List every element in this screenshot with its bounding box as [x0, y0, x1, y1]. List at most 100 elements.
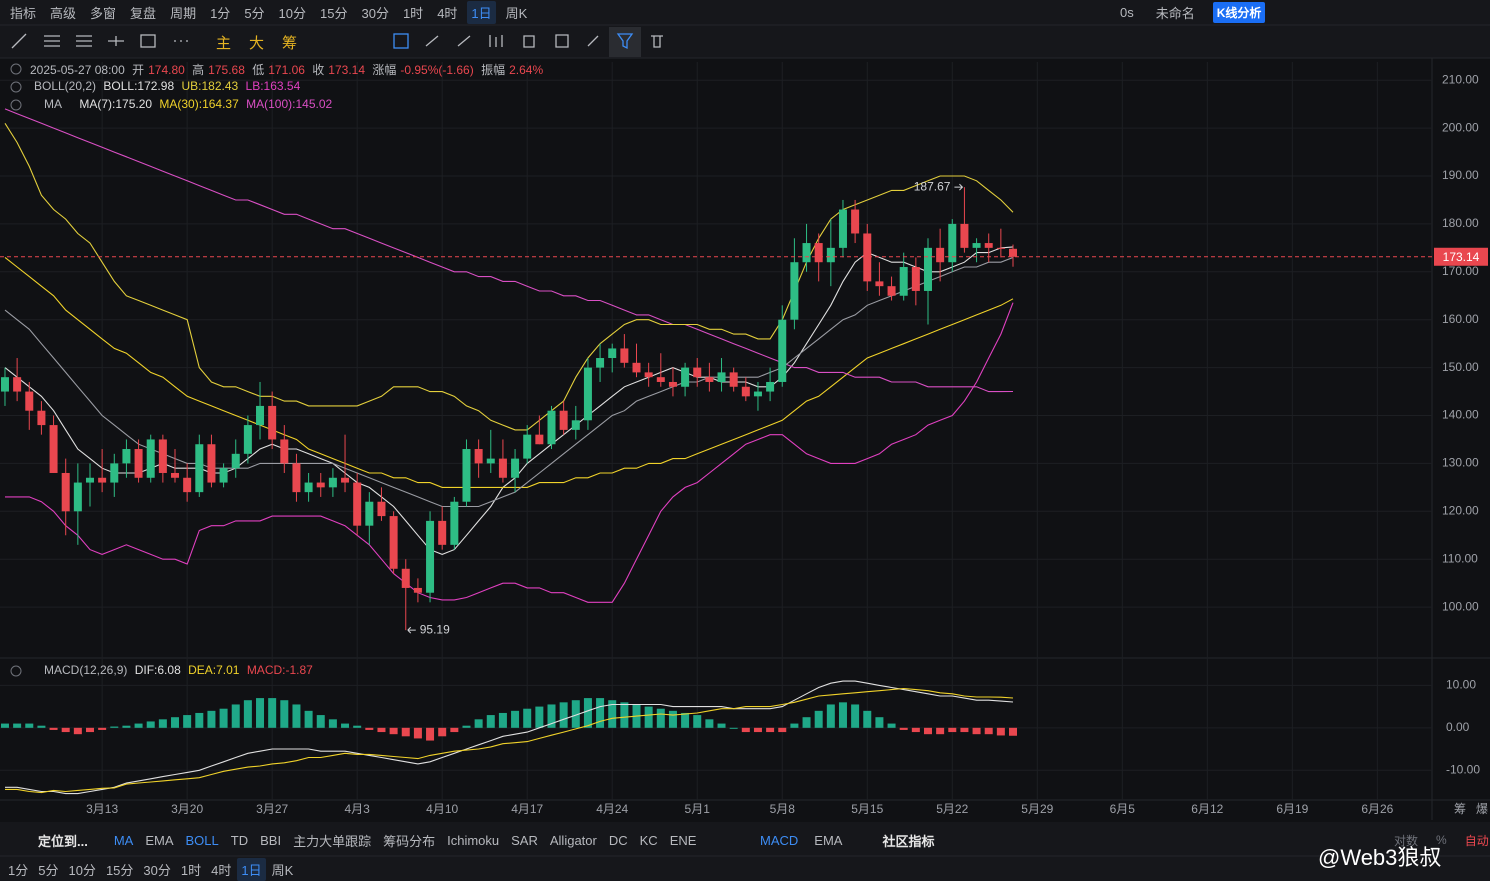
toolbar-button[interactable]: BBI — [260, 832, 282, 848]
low-label: 95.19 — [420, 622, 450, 636]
toolbar-button[interactable]: 15分 — [105, 862, 134, 878]
macd-bar — [195, 712, 204, 728]
toolbar-button[interactable]: TD — [230, 832, 249, 848]
toolbar-button[interactable]: BOLL — [185, 832, 219, 848]
grid — [0, 62, 1432, 800]
toolbar-button[interactable]: 大 — [249, 34, 265, 52]
indicator-line — [4, 246, 1014, 555]
candle-body — [693, 367, 702, 378]
macd-bar — [972, 727, 981, 735]
toolbar-button[interactable]: 1时 — [402, 5, 424, 21]
candle-body — [73, 482, 82, 512]
toolbar-button[interactable]: 指标 — [10, 5, 37, 21]
toolbar-button[interactable]: 5分 — [38, 862, 59, 878]
x-tick-label: 6月26 — [1361, 802, 1393, 816]
x-tick-label: 6月5 — [1110, 802, 1136, 816]
toolbar-button[interactable]: 周K — [271, 862, 294, 878]
macd-bar — [413, 727, 422, 739]
macd-bar — [268, 698, 277, 728]
toolbar-button[interactable]: 10分 — [278, 5, 307, 21]
toolbar-button[interactable]: 1日 — [237, 857, 266, 881]
macd-bar — [474, 719, 483, 728]
toolbar-button[interactable]: K线分析 — [1212, 1, 1266, 23]
watermark: @Web3狼叔 — [1318, 845, 1442, 870]
candle-body — [280, 439, 289, 464]
toolbar-button[interactable]: SAR — [511, 832, 538, 848]
toolbar-button[interactable]: 1日 — [467, 0, 496, 24]
macd-bar — [863, 710, 872, 728]
y-tick-label: 130.00 — [1442, 456, 1479, 470]
toolbar-button[interactable]: ENE — [669, 832, 697, 848]
candle-body — [960, 223, 969, 248]
icon — [108, 36, 124, 46]
toolbar-button[interactable]: 社区指标 — [882, 833, 935, 849]
toolbar-button[interactable]: EMA — [814, 832, 843, 848]
macd-bar — [438, 727, 447, 737]
macd-bar — [0, 723, 9, 728]
toolbar-button[interactable]: 未命名 — [1155, 5, 1195, 21]
macd-bar — [231, 704, 240, 728]
macd-bar — [899, 727, 908, 730]
toolbar-button[interactable]: 4时 — [437, 5, 458, 21]
candle-body — [243, 425, 252, 454]
candle-body — [292, 463, 301, 493]
candle-body — [365, 501, 374, 526]
toolbar-button[interactable]: KC — [639, 832, 658, 848]
macd-bar — [802, 717, 811, 728]
toolbar-button[interactable]: 周K — [505, 5, 528, 21]
legend-title: MACD(12,26,9) — [44, 663, 128, 677]
toolbar-button[interactable]: 0s — [1120, 4, 1134, 20]
y-tick-label: 0.00 — [1446, 720, 1470, 734]
toolbar-button[interactable]: 对数 — [1394, 833, 1419, 848]
legend-toggle — [10, 63, 22, 75]
toolbar-button[interactable]: MA — [113, 832, 134, 848]
toolbar-button[interactable]: 多窗 — [90, 5, 117, 21]
toolbar-button[interactable]: 自动 — [1464, 833, 1489, 848]
candle-body — [717, 372, 726, 382]
toolbar-button[interactable]: 4时 — [211, 862, 232, 878]
candle-body — [195, 444, 204, 493]
candle-body — [766, 381, 775, 392]
macd-bar — [717, 723, 726, 728]
toolbar-button[interactable]: MACD — [760, 832, 799, 848]
ma-legend: MA MA(7):175.20 MA(30):164.37 MA(100):14… — [10, 97, 336, 111]
toolbar-button[interactable]: 筹码分布 — [383, 833, 436, 849]
toolbar-button[interactable]: Ichimoku — [447, 832, 500, 848]
x-tick-label: 4月17 — [511, 802, 543, 816]
toolbar-button[interactable]: DC — [608, 832, 628, 848]
legend-value: BOLL:172.98 — [103, 79, 175, 93]
legend-label: 涨幅 — [372, 63, 397, 77]
toolbar-button[interactable]: 定位到... — [38, 833, 88, 849]
toolbar-button[interactable]: 5分 — [244, 5, 265, 21]
toolbar-button[interactable]: 复盘 — [130, 5, 157, 21]
toolbar-button[interactable]: 30分 — [143, 862, 171, 878]
toolbar-button[interactable]: 1时 — [180, 862, 202, 878]
macd-bar — [875, 717, 884, 728]
toolbar-button[interactable]: 主 — [216, 34, 232, 52]
candle-body — [571, 420, 580, 430]
toolbar-button[interactable]: 高级 — [50, 5, 77, 21]
toolbar-button[interactable]: 1分 — [8, 862, 29, 878]
toolbar-button[interactable]: 1分 — [210, 5, 231, 21]
macd-bar — [583, 698, 592, 728]
toolbar-button[interactable]: 30分 — [361, 5, 389, 21]
candle-body — [656, 377, 665, 382]
toolbar-button[interactable]: % — [1436, 833, 1447, 847]
toolbar-button[interactable]: EMA — [145, 832, 174, 848]
toolbar-button[interactable]: 筹 — [282, 34, 298, 52]
legend-value: 171.06 — [268, 63, 305, 77]
toolbar-button[interactable]: 周期 — [170, 5, 197, 21]
candle-body — [438, 520, 447, 545]
candle-body — [741, 386, 750, 397]
toolbar-button[interactable]: Alligator — [549, 832, 597, 848]
legend-value: 175.68 — [208, 63, 245, 77]
x-tick-label: 3月20 — [171, 802, 203, 816]
toolbar-button[interactable]: 10分 — [68, 862, 96, 878]
candle-body — [134, 449, 143, 478]
toolbar-button[interactable]: 15分 — [320, 5, 348, 21]
y-tick-label: 190.00 — [1442, 168, 1479, 182]
toolbar-button[interactable]: 主力大单跟踪 — [293, 833, 372, 849]
candle-body — [899, 267, 908, 296]
legend-value: 2.64% — [509, 63, 544, 77]
legend-label: 高 — [192, 63, 205, 77]
